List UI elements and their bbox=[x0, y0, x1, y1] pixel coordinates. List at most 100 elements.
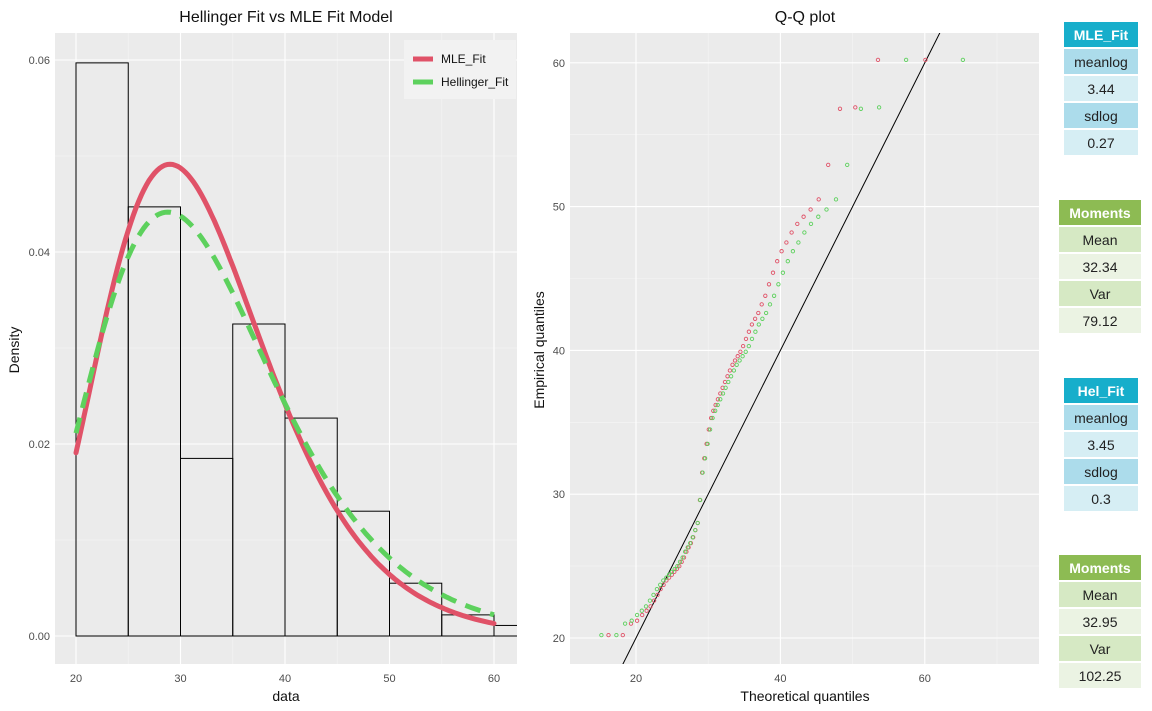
qq-point-hellinger bbox=[960, 57, 966, 63]
qq-point-hellinger bbox=[876, 105, 882, 110]
qq-point-hellinger bbox=[685, 545, 690, 550]
qq-point-hellinger bbox=[845, 162, 850, 168]
qq-point-hellinger bbox=[746, 343, 751, 349]
qq-point-hellinger bbox=[629, 618, 634, 623]
qq-point-hellinger bbox=[756, 322, 761, 327]
qq-point-hellinger bbox=[858, 106, 864, 111]
qq-point-mle bbox=[853, 105, 858, 110]
qq-point-hellinger bbox=[833, 197, 839, 202]
left-y-tick-label: 0.04 bbox=[29, 247, 50, 259]
qq-point-hellinger bbox=[808, 221, 814, 227]
qq-point-hellinger bbox=[802, 230, 807, 235]
qq-point-hellinger bbox=[680, 555, 685, 560]
mle-moments-key-2: Var bbox=[1059, 280, 1141, 308]
qq-point-hellinger bbox=[683, 549, 688, 554]
left-plot-panel bbox=[55, 33, 517, 664]
qq-point-hellinger bbox=[824, 207, 829, 212]
hel-fit-title: Hel_Fit bbox=[1064, 378, 1138, 405]
qq-point-mle bbox=[923, 57, 928, 63]
right-y-tick-label: 30 bbox=[553, 489, 565, 501]
qq-point-hellinger bbox=[622, 621, 628, 626]
qq-point-mle bbox=[789, 230, 794, 235]
qq-point-hellinger bbox=[693, 527, 698, 533]
qq-point-hellinger bbox=[796, 240, 801, 245]
mle-fit-title: MLE_Fit bbox=[1064, 22, 1138, 49]
qq-point-hellinger bbox=[651, 592, 656, 598]
qq-point-hellinger bbox=[734, 362, 739, 367]
qq-point-mle bbox=[779, 249, 784, 254]
mle-moments-value-2: 79.12 bbox=[1059, 307, 1141, 335]
qq-point-hellinger bbox=[780, 270, 786, 275]
qq-point-hellinger bbox=[816, 214, 821, 219]
qq-point-hellinger bbox=[669, 569, 675, 575]
right-x-tick-label: 20 bbox=[630, 673, 642, 685]
hel-fit-value-1: 3.45 bbox=[1064, 431, 1138, 459]
density-curves bbox=[73, 161, 497, 626]
qq-point-mle bbox=[727, 368, 733, 373]
qq-point-mle bbox=[837, 106, 843, 111]
left-x-tick-label: 60 bbox=[488, 673, 500, 685]
qq-point-mle bbox=[606, 632, 611, 638]
qq-point-mle bbox=[713, 402, 718, 408]
qq-point-hellinger bbox=[688, 540, 693, 546]
qq-point-mle bbox=[648, 604, 653, 609]
qq-point-mle bbox=[766, 282, 772, 287]
qq-point-mle bbox=[784, 240, 789, 245]
qq-point-mle bbox=[749, 322, 755, 327]
qq-point-mle bbox=[740, 343, 746, 349]
qq-point-mle bbox=[715, 397, 721, 402]
qq-point-mle bbox=[681, 555, 687, 560]
qq-point-mle bbox=[651, 598, 657, 603]
left-y-axis-label: Density bbox=[6, 327, 22, 374]
hel-moments-value-2: 102.25 bbox=[1059, 662, 1141, 690]
right-y-tick-label: 40 bbox=[553, 345, 565, 357]
histogram-bar bbox=[493, 624, 517, 637]
qq-point-mle bbox=[875, 57, 881, 63]
reference-line-y-equals-x bbox=[622, 33, 941, 664]
qq-point-mle bbox=[711, 408, 716, 413]
mle-fit-value-2: 0.27 bbox=[1064, 129, 1138, 157]
qq-point-hellinger bbox=[731, 368, 737, 373]
qq-point-mle bbox=[634, 618, 640, 623]
mle-moments-table: Moments Mean 32.34 Var 79.12 bbox=[1059, 200, 1141, 335]
mle-fit-value-1: 3.44 bbox=[1064, 75, 1138, 103]
qq-point-hellinger bbox=[690, 535, 695, 540]
hel-moments-key-2: Var bbox=[1059, 635, 1141, 663]
qq-point-hellinger bbox=[634, 612, 640, 618]
qq-point-mle bbox=[677, 563, 682, 569]
qq-point-mle bbox=[770, 270, 776, 275]
right-y-tick-label: 50 bbox=[553, 202, 565, 214]
qq-point-mle bbox=[763, 293, 768, 298]
qq-point-mle bbox=[730, 362, 735, 367]
qq-points bbox=[599, 57, 966, 638]
qq-point-hellinger bbox=[726, 379, 731, 385]
qq-point-hellinger bbox=[658, 582, 663, 587]
qq-point-mle bbox=[666, 575, 672, 580]
mle-moments-title: Moments bbox=[1059, 200, 1141, 227]
left-y-tick-label: 0.02 bbox=[29, 439, 50, 451]
qq-point-mle bbox=[801, 214, 806, 219]
qq-point-hellinger bbox=[728, 374, 734, 379]
mle-moments-value-1: 32.34 bbox=[1059, 253, 1141, 281]
qq-point-hellinger bbox=[753, 329, 758, 334]
qq-point-hellinger bbox=[760, 316, 765, 321]
qq-point-mle bbox=[756, 310, 761, 316]
qq-point-hellinger bbox=[698, 497, 703, 503]
mle-fit-table: MLE_Fit meanlog 3.44 sdlog 0.27 bbox=[1064, 22, 1138, 157]
hel-moments-key-1: Mean bbox=[1059, 581, 1141, 609]
qq-point-hellinger bbox=[705, 441, 710, 447]
qq-point-hellinger bbox=[666, 572, 672, 577]
right-y-tick-label: 20 bbox=[553, 633, 565, 645]
qq-point-hellinger bbox=[743, 349, 748, 354]
qq-point-hellinger bbox=[702, 456, 708, 461]
qq-point-hellinger bbox=[639, 608, 644, 613]
qq-point-hellinger bbox=[723, 385, 728, 390]
qq-point-hellinger bbox=[720, 391, 726, 396]
right-x-axis-label: Theoretical quantiles bbox=[740, 688, 869, 704]
qq-point-mle bbox=[808, 207, 813, 212]
legend-label-hellinger: Hellinger_Fit bbox=[441, 75, 509, 89]
legend-background bbox=[404, 40, 516, 99]
left-y-tick-label: 0.06 bbox=[29, 55, 50, 67]
mle-fit-key-2: sdlog bbox=[1064, 102, 1138, 130]
